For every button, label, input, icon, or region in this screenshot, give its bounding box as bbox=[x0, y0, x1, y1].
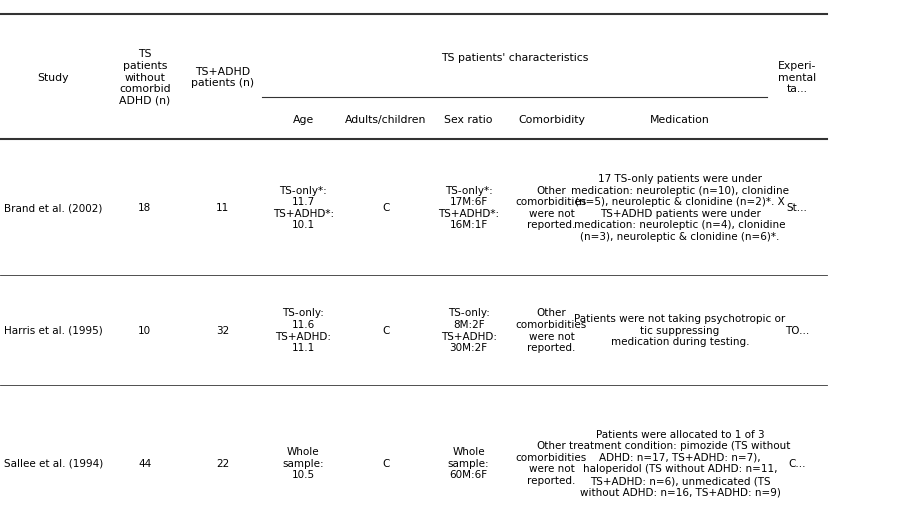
Text: Experi-
mental
ta...: Experi- mental ta... bbox=[778, 61, 816, 94]
Text: Adults/children: Adults/children bbox=[346, 115, 426, 125]
Text: Patients were allocated to 1 of 3
treatment condition: pimozide (TS without
ADHD: Patients were allocated to 1 of 3 treatm… bbox=[570, 429, 790, 496]
Text: TS+ADHD
patients (n): TS+ADHD patients (n) bbox=[191, 67, 255, 88]
Text: Sallee et al. (1994): Sallee et al. (1994) bbox=[4, 458, 103, 468]
Text: Other
comorbidities
were not
reported.: Other comorbidities were not reported. bbox=[516, 185, 587, 230]
Text: C: C bbox=[382, 458, 390, 468]
Text: 17 TS-only patients were under
medication: neuroleptic (n=10), clonidine
(n=5), : 17 TS-only patients were under medicatio… bbox=[571, 174, 789, 241]
Text: C: C bbox=[382, 325, 390, 335]
Text: Sex ratio: Sex ratio bbox=[445, 115, 493, 125]
Text: C: C bbox=[382, 203, 390, 213]
Text: Medication: Medication bbox=[650, 115, 710, 125]
Text: 32: 32 bbox=[216, 325, 230, 335]
Text: TS-only:
8M:2F
TS+ADHD:
30M:2F: TS-only: 8M:2F TS+ADHD: 30M:2F bbox=[441, 308, 496, 352]
Text: Other
comorbidities
were not
reported.: Other comorbidities were not reported. bbox=[516, 308, 587, 352]
Text: 10: 10 bbox=[138, 325, 152, 335]
Text: Whole
sample:
10.5: Whole sample: 10.5 bbox=[282, 446, 324, 479]
Text: 18: 18 bbox=[138, 203, 152, 213]
Text: Other
comorbidities
were not
reported.: Other comorbidities were not reported. bbox=[516, 440, 587, 485]
Text: TS-only:
11.6
TS+ADHD:
11.1: TS-only: 11.6 TS+ADHD: 11.1 bbox=[276, 308, 331, 352]
Text: Comorbidity: Comorbidity bbox=[518, 115, 584, 125]
Text: 22: 22 bbox=[216, 458, 230, 468]
Text: Whole
sample:
60M:6F: Whole sample: 60M:6F bbox=[448, 446, 490, 479]
Text: TO...: TO... bbox=[785, 325, 810, 335]
Text: Patients were not taking psychotropic or
tic suppressing
medication during testi: Patients were not taking psychotropic or… bbox=[574, 314, 786, 347]
Text: C...: C... bbox=[789, 458, 806, 468]
Text: Harris et al. (1995): Harris et al. (1995) bbox=[4, 325, 102, 335]
Text: St...: St... bbox=[787, 203, 808, 213]
Text: TS-only*:
17M:6F
TS+ADHD*:
16M:1F: TS-only*: 17M:6F TS+ADHD*: 16M:1F bbox=[438, 185, 499, 230]
Text: Age: Age bbox=[292, 115, 314, 125]
Text: Brand et al. (2002): Brand et al. (2002) bbox=[4, 203, 102, 213]
Text: 44: 44 bbox=[138, 458, 152, 468]
Text: TS-only*:
11.7
TS+ADHD*:
10.1: TS-only*: 11.7 TS+ADHD*: 10.1 bbox=[273, 185, 334, 230]
Text: Study: Study bbox=[37, 73, 69, 82]
Text: 11: 11 bbox=[216, 203, 230, 213]
Text: TS patients' characteristics: TS patients' characteristics bbox=[441, 53, 588, 63]
Text: TS
patients
without
comorbid
ADHD (n): TS patients without comorbid ADHD (n) bbox=[119, 49, 171, 106]
